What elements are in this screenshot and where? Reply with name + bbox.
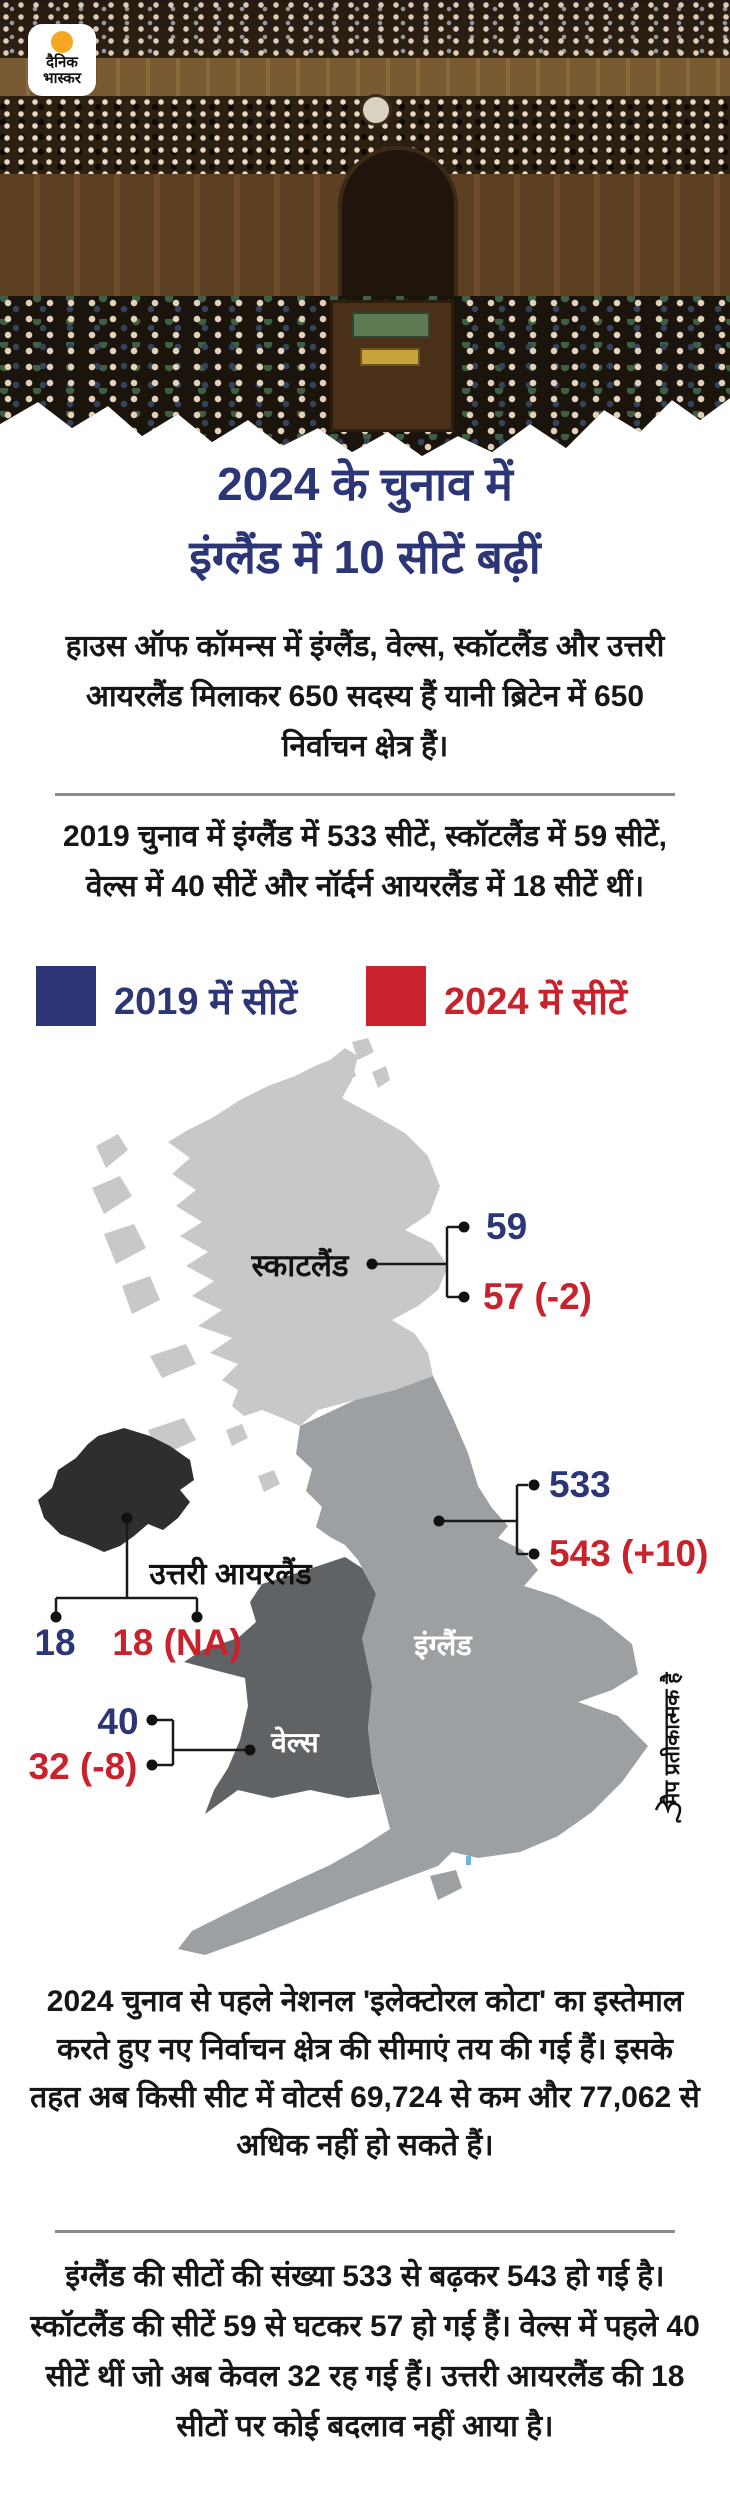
northern-ireland-seats-2019: 18 [34, 1622, 76, 1663]
legend-swatch-2019 [36, 966, 96, 1026]
legend-label-2019: 2019 में सीटें [114, 981, 298, 1023]
northern-ireland-callout-lines [54, 1518, 199, 1612]
estuary-mark [466, 1856, 471, 1865]
intro-paragraph: हाउस ऑफ कॉमन्स में इंग्लैंड, वेल्स, स्कॉ… [65, 630, 665, 763]
scotland-seats-2024: 57 (-2) [483, 1276, 592, 1317]
legend-label-2024: 2024 में सीटें [444, 981, 628, 1023]
northern-ireland-seats-2024: 18 (NA) [112, 1622, 242, 1663]
wales-callout-lines [152, 1718, 246, 1767]
wales-label: वेल्स [271, 1727, 319, 1758]
northern-ireland-label: उत्तरी आयरलैंड [149, 1558, 312, 1591]
divider [55, 793, 675, 796]
england-seats-2019: 533 [549, 1464, 611, 1505]
logo-text-line2: भास्कर [43, 70, 81, 87]
callout-dots [50, 1221, 540, 1771]
logo-text-line1: दैनिक [46, 54, 78, 71]
england-region [178, 1376, 648, 1955]
wales-seats-2019: 40 [97, 1701, 139, 1742]
uk-seats-map: स्काटलैंड उत्तरी आयरलैंड इंग्लैंड वेल्स … [0, 1038, 730, 1966]
gallery-railing [0, 58, 730, 96]
england-label: इंग्लैंड [414, 1630, 472, 1662]
scotland-label: स्काटलैंड [251, 1248, 349, 1283]
scotland-callout-lines [372, 1225, 460, 1299]
dainik-bhaskar-logo: दैनिक भास्कर [28, 24, 96, 96]
england-callout-lines [439, 1483, 528, 1556]
wales-seats-2024: 32 (-8) [28, 1746, 138, 1787]
page-title: 2024 के चुनाव में इंग्लैंड में 10 सीटें … [0, 448, 730, 594]
scotland-seats-2019: 59 [486, 1206, 528, 1247]
callout-lines [54, 1225, 528, 1767]
page-title-line2: इंग्लैंड में 10 सीटें बढ़ीं [189, 531, 541, 583]
legend: 2019 में सीटें 2024 में सीटें [0, 966, 730, 1028]
history-paragraph: 2019 चुनाव में इंग्लैंड में 533 सीटें, स… [62, 820, 668, 903]
dispatch-box [352, 312, 430, 338]
england-seats-2024: 543 (+10) [549, 1533, 709, 1574]
uk-map-svg [38, 1038, 682, 1955]
mace [360, 348, 420, 366]
page-title-line1: 2024 के चुनाव में [217, 458, 513, 510]
artist-signature [654, 1800, 682, 1823]
map-symbolic-note: मैप प्रतीकात्मक है [661, 1672, 684, 1806]
wales-region [184, 1557, 380, 1814]
scotland-region [168, 1048, 448, 1426]
speaker-chair [338, 146, 458, 306]
chamber-clock [360, 94, 392, 126]
house-of-commons-photo [0, 0, 730, 456]
northern-ireland-region [38, 1428, 194, 1552]
upper-gallery-crowd [0, 0, 730, 58]
isle-of-wight [430, 1870, 462, 1900]
divider [55, 2230, 675, 2233]
legend-swatch-2024 [366, 966, 426, 1026]
changes-paragraph: इंग्लैंड की सीटों की संख्या 533 से बढ़कर… [30, 2260, 700, 2443]
logo-sun-icon [51, 31, 73, 53]
quota-paragraph: 2024 चुनाव से पहले नेशनल 'इलेक्टोरल कोटा… [30, 1985, 700, 2162]
